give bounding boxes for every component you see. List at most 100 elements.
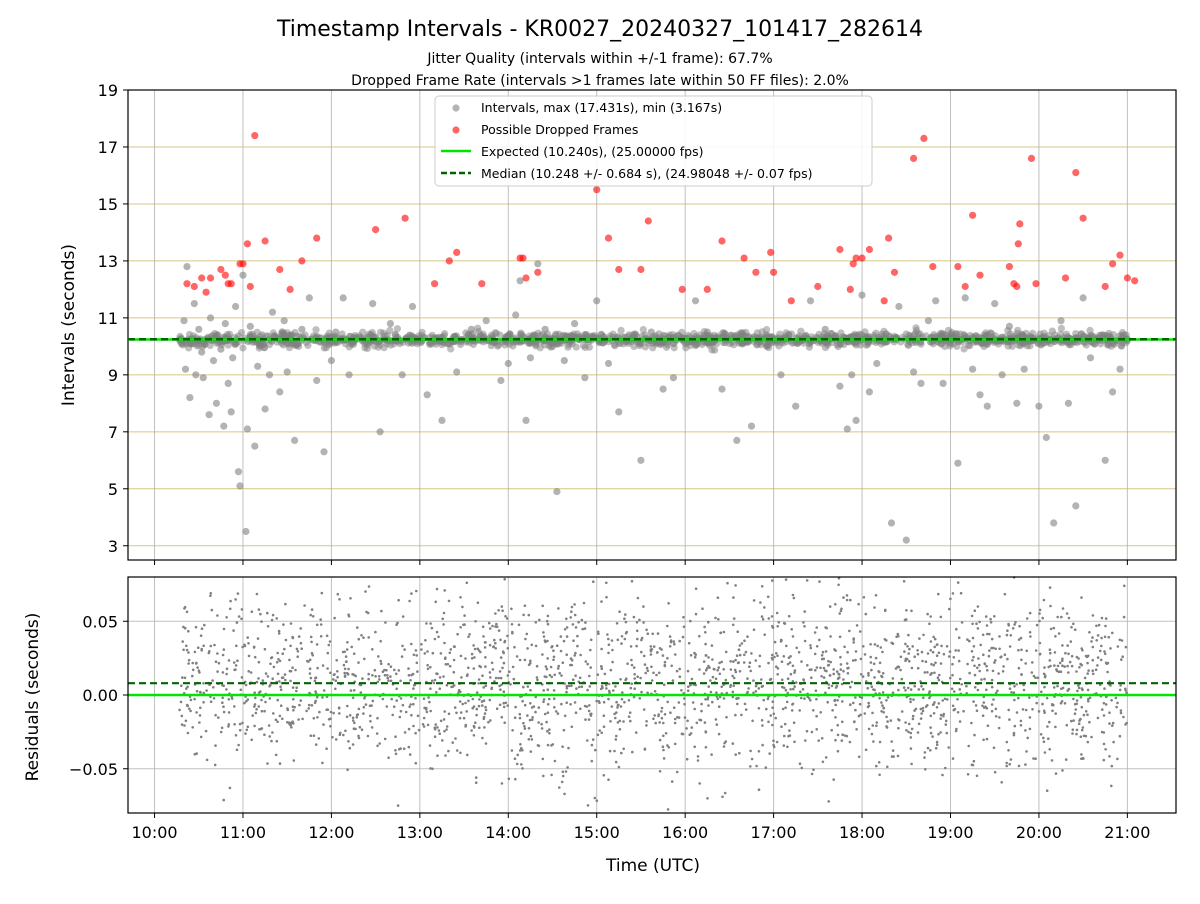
residual-point — [205, 689, 208, 692]
residual-point — [344, 668, 347, 671]
residual-point — [531, 706, 534, 709]
legend-label-intervals: Intervals, max (17.431s), min (3.167s) — [481, 100, 722, 115]
residual-point — [352, 743, 355, 746]
residual-point — [954, 708, 957, 711]
residual-point — [268, 685, 271, 688]
residual-point — [423, 717, 426, 720]
residual-point — [1104, 625, 1107, 628]
residual-point — [672, 679, 675, 682]
residual-point — [1112, 741, 1115, 744]
residual-point — [704, 643, 707, 646]
residual-point — [793, 741, 796, 744]
residual-point — [655, 674, 658, 677]
residual-point — [364, 590, 367, 593]
residual-point — [380, 610, 383, 613]
residual-point — [986, 738, 989, 741]
residual-point — [978, 670, 981, 673]
residual-point — [434, 601, 437, 604]
residual-point — [328, 718, 331, 721]
residual-point — [329, 672, 332, 675]
residual-point — [904, 689, 907, 692]
residual-point — [387, 756, 390, 759]
residual-point — [760, 678, 763, 681]
residual-point — [811, 731, 814, 734]
residual-point — [1038, 620, 1041, 623]
residual-point — [1115, 706, 1118, 709]
residual-point — [1008, 718, 1011, 721]
residual-point — [610, 669, 613, 672]
residual-point — [478, 649, 481, 652]
residual-point — [378, 675, 381, 678]
residual-point — [225, 616, 228, 619]
residual-point — [522, 722, 525, 725]
residual-point — [736, 630, 739, 633]
residual-point — [386, 677, 389, 680]
residual-point — [846, 599, 849, 602]
residual-point — [704, 698, 707, 701]
residual-point — [575, 711, 578, 714]
residual-point — [767, 662, 770, 665]
residual-point — [611, 639, 614, 642]
residual-point — [450, 648, 453, 651]
residual-point — [229, 608, 232, 611]
residual-point — [466, 754, 469, 757]
residual-point — [789, 661, 792, 664]
residual-point — [1052, 704, 1055, 707]
residual-point — [662, 654, 665, 657]
residual-point — [991, 686, 994, 689]
residual-point — [758, 707, 761, 710]
interval-band-point — [763, 342, 770, 349]
residual-point — [514, 706, 517, 709]
interval-band-point — [609, 331, 616, 338]
residual-point — [491, 662, 494, 665]
residual-point — [454, 706, 457, 709]
residual-point — [612, 689, 615, 692]
residual-point — [960, 683, 963, 686]
residual-point — [552, 743, 555, 746]
residual-point — [531, 644, 534, 647]
residual-point — [190, 699, 193, 702]
dropped-frame-point-30 — [605, 235, 612, 242]
residual-point — [1097, 717, 1100, 720]
residual-point — [403, 747, 406, 750]
residual-point — [1097, 656, 1100, 659]
residual-point — [500, 677, 503, 680]
residual-point — [228, 711, 231, 714]
residual-point — [408, 706, 411, 709]
dropped-frame-point-64 — [1028, 155, 1035, 162]
residual-point — [644, 663, 647, 666]
residual-point — [1079, 663, 1082, 666]
residual-point — [353, 727, 356, 730]
residual-point — [698, 782, 701, 785]
residual-point — [306, 660, 309, 663]
interval-band-point — [1086, 327, 1093, 334]
residual-point — [936, 741, 939, 744]
residual-point — [686, 720, 689, 723]
residual-point — [752, 679, 755, 682]
residual-point — [516, 655, 519, 658]
residual-point — [840, 663, 843, 666]
residual-point — [521, 767, 524, 770]
residual-point — [967, 745, 970, 748]
residual-point — [503, 662, 506, 665]
residual-point — [423, 697, 426, 700]
residual-point — [898, 719, 901, 722]
residual-point — [493, 639, 496, 642]
residual-point — [761, 724, 764, 727]
residual-point — [666, 657, 669, 660]
residual-point — [233, 661, 236, 664]
residual-point — [973, 760, 976, 763]
residual-point — [371, 726, 374, 729]
residual-point — [1046, 725, 1049, 728]
residual-point — [815, 626, 818, 629]
residual-point — [1116, 702, 1119, 705]
residual-point — [222, 705, 225, 708]
residual-point — [201, 627, 204, 630]
residual-point — [314, 700, 317, 703]
residual-point — [1051, 710, 1054, 713]
residual-point — [800, 697, 803, 700]
residual-point — [903, 650, 906, 653]
residual-point — [1072, 719, 1075, 722]
residual-point — [908, 723, 911, 726]
residual-point — [929, 673, 932, 676]
